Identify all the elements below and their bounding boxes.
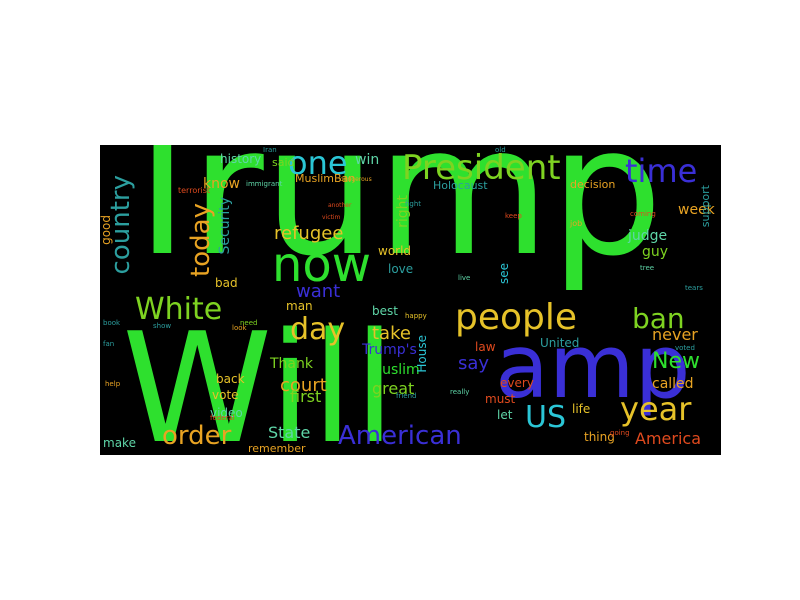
cloud-word: every — [500, 376, 534, 390]
cloud-word: President — [402, 148, 561, 188]
cloud-word: federal — [210, 414, 235, 422]
cloud-word: State — [268, 423, 311, 442]
cloud-word: love — [388, 262, 414, 276]
cloud-word: back — [216, 372, 245, 386]
cloud-word: day — [290, 312, 346, 347]
cloud-word: video — [210, 406, 243, 420]
cloud-word: Holocaust — [433, 179, 488, 192]
cloud-word: voted — [675, 344, 695, 352]
cloud-word: Muslim — [370, 362, 420, 378]
cloud-word: thing — [584, 430, 615, 444]
cloud-word: look — [232, 324, 247, 332]
cloud-word: order — [162, 421, 232, 451]
cloud-word: law — [475, 340, 496, 354]
cloud-word: need — [240, 319, 258, 327]
cloud-word: New — [652, 349, 700, 374]
cloud-word: want — [296, 281, 341, 302]
cloud-word: America — [635, 429, 701, 448]
cloud-word: White — [135, 292, 223, 327]
cloud-word: good — [100, 215, 113, 245]
cloud-word: show — [153, 322, 172, 330]
cloud-word: take — [372, 323, 411, 344]
cloud-word: said — [272, 156, 295, 169]
cloud-word: Iran — [263, 146, 277, 154]
cloud-word: vote — [212, 388, 239, 402]
cloud-word: refugee — [274, 223, 344, 244]
cloud-word: win — [355, 152, 380, 168]
cloud-word: really — [450, 388, 470, 396]
cloud-word: say — [458, 353, 490, 374]
cloud-word: make — [103, 436, 136, 450]
cloud-word: immigrant — [246, 180, 283, 188]
cloud-word: coming — [630, 210, 656, 218]
cloud-word: now — [272, 237, 372, 293]
cloud-word: terrorist — [178, 186, 211, 195]
cloud-word: one — [288, 145, 348, 182]
cloud-word: American — [338, 421, 462, 451]
cloud-word: court — [280, 375, 327, 396]
cloud-word: ban — [632, 302, 685, 335]
cloud-word: Security — [217, 197, 233, 255]
cloud-word: remember — [248, 442, 306, 455]
cloud-word: must — [485, 392, 516, 406]
cloud-word: never — [652, 325, 698, 344]
cloud-word: year — [620, 390, 692, 428]
cloud-word: US — [525, 400, 567, 435]
cloud-word: see — [497, 263, 511, 285]
cloud-word: friend — [396, 392, 417, 400]
cloud-word: victim — [322, 214, 341, 221]
cloud-word: people — [455, 297, 578, 338]
cloud-word: bad — [215, 276, 238, 290]
cloud-word: week — [678, 202, 715, 218]
cloud-word: know — [203, 176, 240, 192]
cloud-word: guy — [642, 244, 669, 260]
cloud-word: decision — [570, 178, 616, 191]
cloud-word: House — [415, 335, 429, 373]
cloud-word: time — [625, 152, 698, 190]
cloud-word: old — [495, 146, 506, 154]
cloud-word: Will — [122, 300, 396, 456]
cloud-word: support — [699, 185, 712, 228]
cloud-word: called — [652, 376, 694, 392]
cloud-word: going — [610, 429, 630, 437]
cloud-word: best — [372, 304, 398, 318]
cloud-word: help — [105, 380, 121, 388]
cloud-word: tears — [685, 284, 703, 292]
cloud-word: tree — [640, 264, 655, 272]
cloud-word: first — [290, 387, 322, 406]
cloud-word: fan — [103, 340, 115, 348]
cloud-word: happy — [405, 312, 427, 320]
cloud-word: Thank — [270, 356, 313, 372]
cloud-word: Trump — [108, 145, 663, 295]
cloud-word: let — [497, 408, 513, 422]
cloud-word: world — [378, 244, 412, 258]
cloud-word: amp — [495, 315, 691, 418]
cloud-word: man — [286, 299, 313, 313]
cloud-word: job — [570, 219, 583, 228]
cloud-word: history — [220, 152, 262, 166]
cloud-word: great — [372, 379, 415, 398]
cloud-word: United — [540, 336, 580, 350]
cloud-word: fight — [405, 200, 422, 208]
cloud-word: book — [103, 319, 121, 327]
cloud-word: life — [572, 402, 591, 416]
word-cloud: Trump Will amp President people now one time yea… — [100, 145, 721, 455]
cloud-word: Trump's — [362, 342, 417, 358]
cloud-word: MuslimBan — [295, 172, 356, 185]
cloud-word: dangerous — [340, 176, 372, 183]
cloud-word: judge — [628, 228, 668, 244]
cloud-word: another — [328, 202, 352, 209]
cloud-word: keep — [505, 212, 522, 220]
cloud-word: live — [458, 274, 471, 282]
cloud-word: today — [186, 203, 216, 277]
